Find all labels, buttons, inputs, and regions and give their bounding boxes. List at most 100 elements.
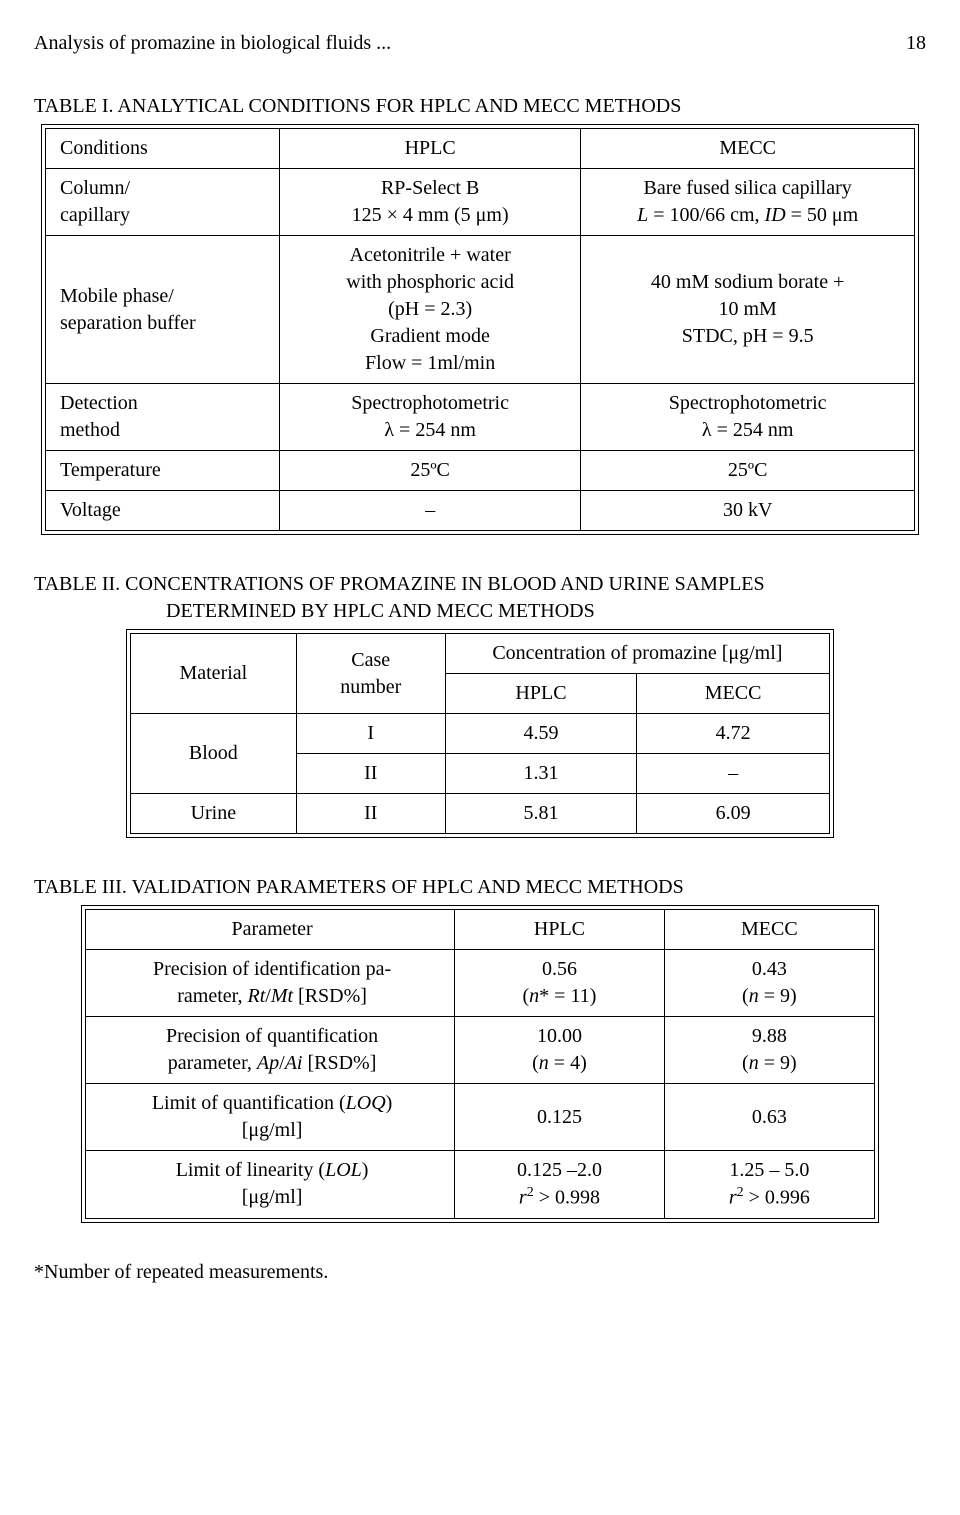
cell-text: ID [765, 204, 786, 226]
cell-text: = 4) [549, 1052, 587, 1074]
cell-text: 0.125 –2.0 [517, 1159, 602, 1181]
t3-r3-mecc: 1.25 – 5.0 r2 > 0.996 [664, 1151, 874, 1219]
t3-r2-mecc: 0.63 [664, 1084, 874, 1151]
cell-text: Ap [257, 1052, 279, 1074]
cell-text: [μg/ml] [242, 1119, 303, 1141]
cell-text: n [749, 985, 759, 1007]
table1-h2: MECC [581, 129, 915, 169]
cell-text: [RSD%] [293, 985, 367, 1007]
t3-h0: Parameter [86, 910, 455, 950]
cell-text: 9.88 [752, 1025, 787, 1047]
t3-r1-p: Precision of quantification parameter, A… [86, 1017, 455, 1084]
t3-r2-hplc: 0.125 [455, 1084, 665, 1151]
cell-text: > 0.996 [744, 1187, 810, 1209]
superscript: 2 [737, 1185, 744, 1200]
cell-text: Limit of linearity ( [176, 1159, 325, 1181]
t1-r2c2: Spectrophotometric λ = 254 nm [581, 384, 915, 451]
cell-text: 1.25 – 5.0 [729, 1159, 809, 1181]
cell-text: Rt [247, 985, 265, 1007]
t3-h2: MECC [664, 910, 874, 950]
t3-r0-mecc: 0.43 (n = 9) [664, 950, 874, 1017]
t2-r2-case: II [296, 794, 445, 834]
cell-text: ) [362, 1159, 369, 1181]
cell-text: = 9) [759, 985, 797, 1007]
cell-text: = 9) [759, 1052, 797, 1074]
t1-r1c0: Mobile phase/ separation buffer [46, 236, 280, 384]
cell-text: ) [386, 1092, 393, 1114]
table-row: Material Case number Concentration of pr… [131, 634, 830, 674]
page-header: Analysis of promazine in biological flui… [34, 30, 926, 57]
cell-text: n [539, 1052, 549, 1074]
t1-r3c0: Temperature [46, 451, 280, 491]
t1-r1c1: Acetonitrile + water with phosphoric aci… [279, 236, 580, 384]
t2-r2-mat: Urine [131, 794, 297, 834]
t3-r3-hplc: 0.125 –2.0 r2 > 0.998 [455, 1151, 665, 1219]
table3: Parameter HPLC MECC Precision of identif… [85, 909, 875, 1219]
cell-text: parameter, [168, 1052, 257, 1074]
t1-r3c2: 25ºC [581, 451, 915, 491]
t3-r1-mecc: 9.88 (n = 9) [664, 1017, 874, 1084]
running-title: Analysis of promazine in biological flui… [34, 30, 391, 57]
table3-caption: TABLE III. VALIDATION PARAMETERS OF HPLC… [34, 874, 926, 901]
page-number: 18 [906, 30, 926, 57]
table-row: Precision of quantification parameter, A… [86, 1017, 875, 1084]
t3-r2-p: Limit of quantification (LOQ) [μg/ml] [86, 1084, 455, 1151]
cell-text: [μg/ml] [242, 1186, 303, 1208]
t1-r2c0: Detection method [46, 384, 280, 451]
table1-caption: TABLE I. ANALYTICAL CONDITIONS FOR HPLC … [34, 93, 926, 120]
table1-h1: HPLC [279, 129, 580, 169]
table-row: Limit of quantification (LOQ) [μg/ml] 0.… [86, 1084, 875, 1151]
cell-text: = 50 μm [786, 204, 859, 226]
t1-r3c1: 25ºC [279, 451, 580, 491]
t2-r1-mecc: – [637, 754, 830, 794]
cell-text: LOL [325, 1159, 362, 1181]
table-row: Precision of identification pa- rameter,… [86, 950, 875, 1017]
t3-r0-p: Precision of identification pa- rameter,… [86, 950, 455, 1017]
t1-r1c2: 40 mM sodium borate + 10 mM STDC, pH = 9… [581, 236, 915, 384]
t2-r1-hplc: 1.31 [445, 754, 636, 794]
table-row: Parameter HPLC MECC [86, 910, 875, 950]
cell-text: Limit of quantification ( [152, 1092, 346, 1114]
cell-text: n [749, 1052, 759, 1074]
cell-text: Ai [285, 1052, 303, 1074]
t2-h-mecc: MECC [637, 674, 830, 714]
t1-r2c1: Spectrophotometric λ = 254 nm [279, 384, 580, 451]
cell-text: n [529, 985, 539, 1007]
t1-r0c2: Bare fused silica capillary L = 100/66 c… [581, 169, 915, 236]
table2: Material Case number Concentration of pr… [130, 633, 830, 834]
t2-h-hplc: HPLC [445, 674, 636, 714]
t1-r4c2: 30 kV [581, 491, 915, 531]
t2-r0-mat: Blood [131, 714, 297, 794]
cell-text: Precision of identification pa- [153, 958, 391, 980]
cell-text: ( [532, 1052, 539, 1074]
cell-text: Bare fused silica capillary [644, 177, 852, 199]
cell-text: ( [742, 985, 749, 1007]
t3-h1: HPLC [455, 910, 665, 950]
t1-r0c1: RP-Select B 125 × 4 mm (5 μm) [279, 169, 580, 236]
table-row: Conditions HPLC MECC [46, 129, 915, 169]
t1-r4c0: Voltage [46, 491, 280, 531]
t3-r0-hplc: 0.56 (n* = 11) [455, 950, 665, 1017]
cell-text: 0.56 [542, 958, 577, 980]
table2-caption: TABLE II. CONCENTRATIONS OF PROMAZINE IN… [34, 571, 926, 625]
t1-r0c0: Column/ capillary [46, 169, 280, 236]
table-row: Limit of linearity (LOL) [μg/ml] 0.125 –… [86, 1151, 875, 1219]
caption-line: DETERMINED BY HPLC AND MECC METHODS [34, 598, 595, 625]
cell-text: [RSD%] [302, 1052, 376, 1074]
t3-r3-p: Limit of linearity (LOL) [μg/ml] [86, 1151, 455, 1219]
superscript: 2 [527, 1185, 534, 1200]
cell-text: r [519, 1187, 527, 1209]
cell-text: ( [742, 1052, 749, 1074]
cell-text: Mt [271, 985, 293, 1007]
t3-r1-hplc: 10.00 (n = 4) [455, 1017, 665, 1084]
t2-r0-mecc: 4.72 [637, 714, 830, 754]
cell-text: Precision of quantification [166, 1025, 378, 1047]
cell-text: rameter, [177, 985, 247, 1007]
table-row: Column/ capillary RP-Select B 125 × 4 mm… [46, 169, 915, 236]
t2-h-material: Material [131, 634, 297, 714]
t2-h-case: Case number [296, 634, 445, 714]
t2-r2-hplc: 5.81 [445, 794, 636, 834]
table-row: Voltage – 30 kV [46, 491, 915, 531]
table-row: Detection method Spectrophotometric λ = … [46, 384, 915, 451]
cell-text: LOQ [346, 1092, 386, 1114]
